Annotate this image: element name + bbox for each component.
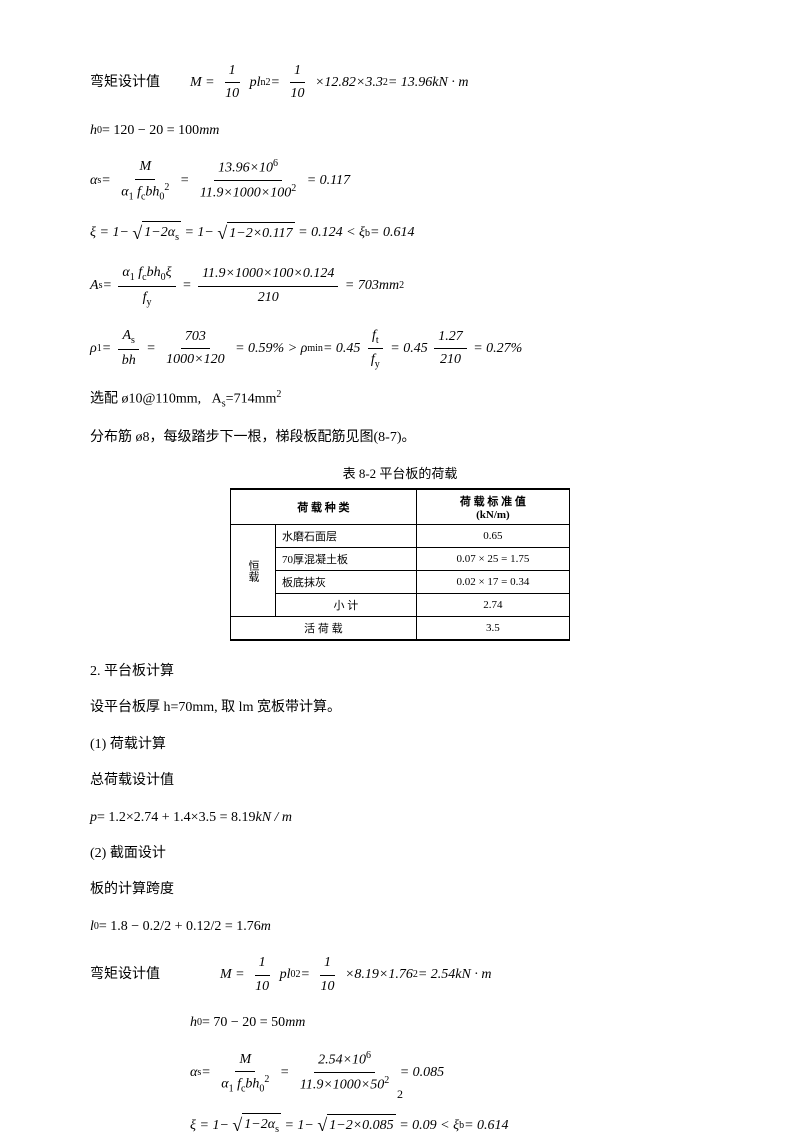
equation-2: h0 = 120 − 20 = 100mm (90, 120, 710, 142)
table-row: 0.07 × 25 = 1.75 (416, 548, 569, 571)
table-sum-value: 2.74 (416, 594, 569, 617)
equation-8: l0 = 1.8 − 0.2/2 + 0.12/2 = 1.76m (90, 916, 710, 938)
paragraph: (1) 荷载计算 (90, 734, 710, 756)
equation-10: h0 = 70 − 20 = 50mm (190, 1012, 710, 1034)
equation-7: p = 1.2×2.74 + 1.4×3.5 = 8.19kN / m (90, 807, 710, 829)
table-row: 70厚混凝土板 (276, 548, 417, 571)
table-live-value: 3.5 (416, 617, 569, 641)
equation-3: αs = Mα1 fcbh02 = 13.96×10611.9×1000×100… (90, 156, 710, 205)
equation-9: 弯矩设计值 M = 110 pl02 = 110 ×8.19×1.762 = 2… (90, 952, 710, 998)
paragraph: 总荷载设计值 (90, 770, 710, 792)
distribution-line: 分布筋 ø8，每级踏步下一根，梯段板配筋见图(8-7)。 (90, 427, 710, 449)
label-moment: 弯矩设计值 (90, 72, 160, 94)
equation-4: ξ = 1− 1−2αs = 1− 1−2×0.117 = 0.124 < ξb… (90, 219, 710, 248)
selection-line: 选配 ø10@110mm, As=714mm2 (90, 387, 710, 412)
table-row: 0.02 × 17 = 0.34 (416, 571, 569, 594)
table-row: 板底抹灰 (276, 571, 417, 594)
table-side-constant: 恒载 (231, 525, 276, 617)
paragraph: (2) 截面设计 (90, 843, 710, 865)
paragraph: 设平台板厚 h=70mm, 取 lm 宽板带计算。 (90, 697, 710, 719)
label-moment-2: 弯矩设计值 (90, 964, 160, 986)
section-2: 2. 平台板计算 (90, 661, 710, 683)
table-row: 水磨石面层 (276, 525, 417, 548)
table-title: 表 8-2 平台板的荷载 (90, 463, 710, 482)
table-header-value: 荷 载 标 准 值(kN/m) (416, 489, 569, 525)
paragraph: 板的计算跨度 (90, 879, 710, 901)
equation-5: As = α1 fcbh0ξfy = 11.9×1000×100×0.12421… (90, 262, 710, 311)
equation-6: ρ1 = Asbh = 7031000×120 = 0.59% > ρmin =… (90, 325, 710, 374)
table-live-label: 活 荷 载 (231, 617, 417, 641)
table-row: 0.65 (416, 525, 569, 548)
equation-1: 弯矩设计值 M = 110 pln2 = 110 ×12.82×3.32 = 1… (90, 60, 710, 106)
equation-12: ξ = 1− 1−2αs = 1− 1−2×0.085 = 0.09 < ξb … (190, 1111, 710, 1140)
table-header-type: 荷 载 种 类 (231, 489, 417, 525)
page-number: 2 (0, 1087, 800, 1102)
table-sum-label: 小 计 (276, 594, 417, 617)
load-table: 荷 载 种 类 荷 载 标 准 值(kN/m) 恒载 水磨石面层 0.65 70… (230, 488, 570, 641)
